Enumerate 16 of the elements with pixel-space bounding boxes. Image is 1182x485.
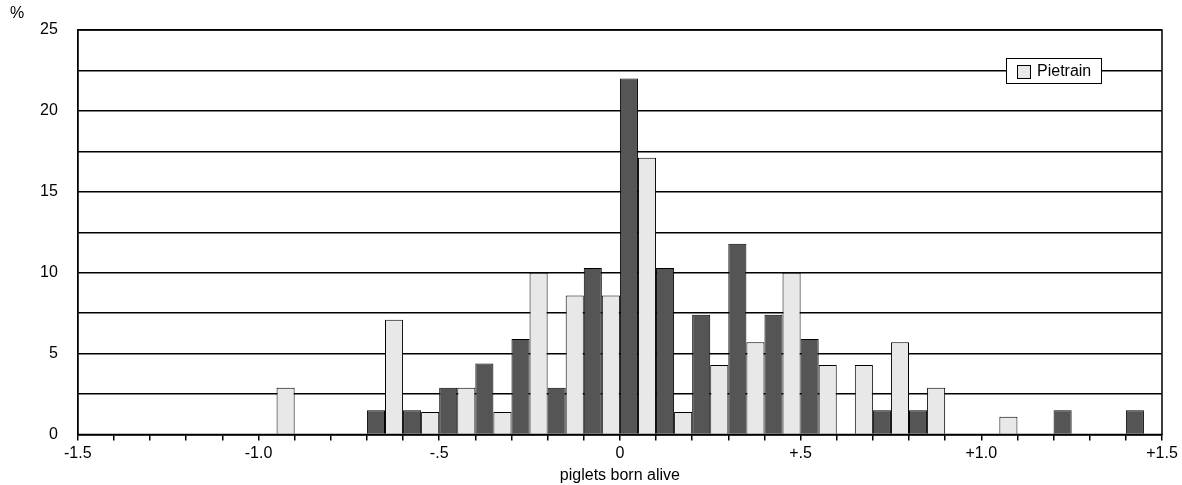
x-axis-title: piglets born alive bbox=[559, 465, 681, 483]
x-tick-label: +1.0 bbox=[965, 443, 998, 461]
x-tick-label: -1.0 bbox=[244, 443, 273, 461]
y-tick-label: 0 bbox=[48, 425, 58, 443]
x-tick-label: 0 bbox=[615, 443, 625, 461]
y-axis-title: % bbox=[10, 4, 25, 22]
y-tick-label: 20 bbox=[40, 101, 58, 119]
x-tick-label: +1.5 bbox=[1146, 443, 1178, 461]
legend-label: Pietrain bbox=[1036, 62, 1092, 80]
x-tick-label: -1.5 bbox=[64, 443, 92, 461]
y-tick-label: 10 bbox=[40, 263, 58, 281]
x-tick-label: +.5 bbox=[789, 443, 813, 461]
y-tick-label: 15 bbox=[40, 182, 58, 200]
x-tick-label: -.5 bbox=[429, 443, 449, 461]
y-tick-label: 5 bbox=[48, 344, 58, 362]
y-tick-label: 25 bbox=[40, 20, 58, 38]
